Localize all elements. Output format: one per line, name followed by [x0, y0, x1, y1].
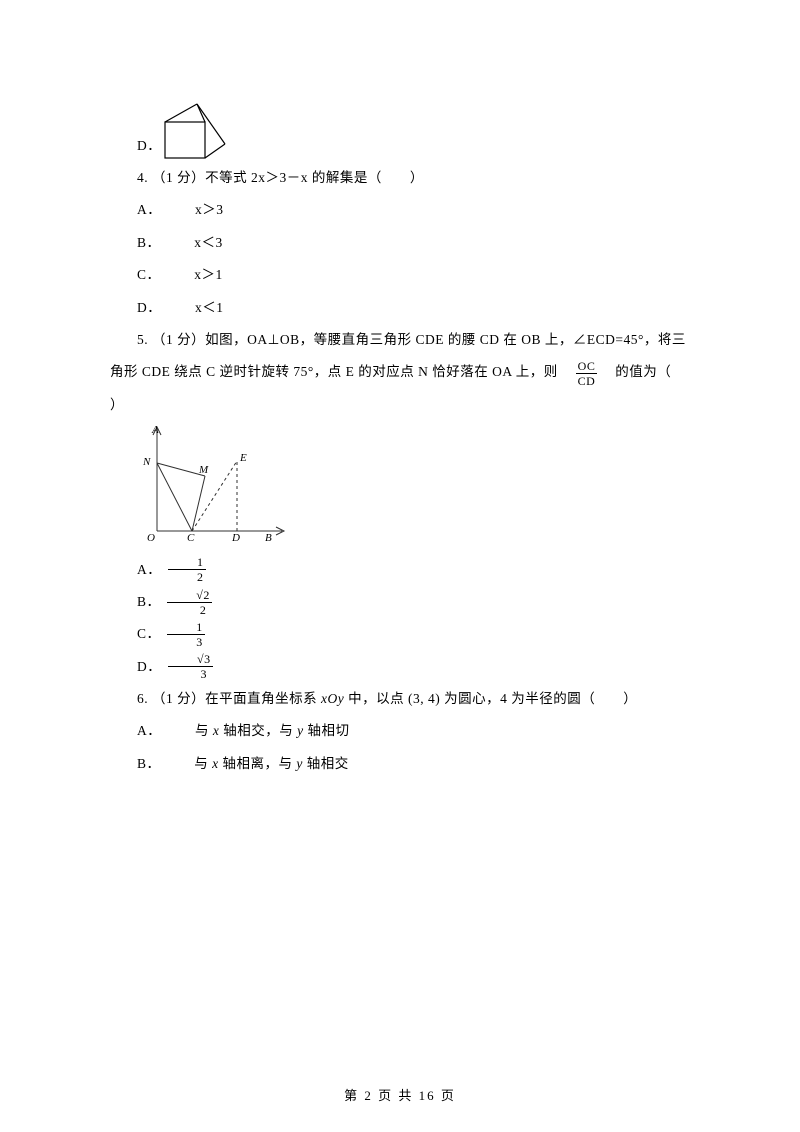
option-label: A．	[110, 554, 161, 586]
q5-option-c: C． 1 3	[110, 618, 690, 650]
q6-text-b: 中，以点	[344, 691, 408, 706]
option-label: D．	[110, 292, 161, 324]
q5-figure-wrap: A N M E O C D B	[137, 421, 690, 553]
t: 轴相交	[303, 756, 349, 771]
q5-option-a: A． 1 2	[110, 554, 690, 586]
q6-xoy: xOy	[321, 691, 344, 706]
frac-den: 3	[167, 635, 205, 648]
option-label: C．	[110, 618, 161, 650]
frac-num: 1	[167, 621, 205, 635]
label-B: B	[265, 532, 272, 541]
option-text: x＞1	[167, 259, 223, 291]
q5-text-b: 的值为（	[601, 364, 671, 379]
frac-den: 2	[168, 570, 206, 583]
q6-stem: 6. （1 分）在平面直角坐标系 xOy 中，以点 (3, 4) 为圆心，4 为…	[110, 683, 690, 715]
label-C: C	[187, 532, 195, 541]
page-footer: 第 2 页 共 16 页	[0, 1085, 800, 1104]
frac-den: 3	[168, 667, 213, 680]
frac-icon: 1 3	[167, 621, 205, 648]
q5-option-b: B． √2 2	[110, 586, 690, 618]
q5-stem-line2: 角形 CDE 绕点 C 逆时针旋转 75°，点 E 的对应点 N 恰好落在 OA…	[110, 356, 690, 388]
q5-text-a: 角形 CDE 绕点 C 逆时针旋转 75°，点 E 的对应点 N 恰好落在 OA…	[110, 364, 572, 379]
label-N: N	[142, 456, 151, 468]
q4-option-a: A． x＞3	[110, 194, 690, 226]
q5-option-d: D． √3 3	[110, 651, 690, 683]
frac-num: 1	[168, 556, 206, 570]
label-O: O	[147, 532, 155, 541]
frac-icon: √3 3	[168, 653, 213, 680]
t: 轴相离，与	[219, 756, 297, 771]
q5-stem-line1: 5. （1 分）如图，OA⊥OB，等腰直角三角形 CDE 的腰 CD 在 OB …	[110, 324, 690, 356]
option-label: B．	[110, 586, 161, 618]
option-label: A．	[110, 715, 161, 747]
frac-num: OC	[576, 360, 598, 374]
q5-fraction-oc-cd: OC CD	[576, 360, 598, 387]
q4-option-d: D． x＜1	[110, 292, 690, 324]
label-E: E	[239, 452, 247, 464]
q6-point: (3, 4)	[408, 691, 440, 706]
option-label: B．	[110, 227, 161, 259]
q6-option-b: B． 与 x 轴相离，与 y 轴相交	[110, 748, 690, 780]
q4-stem: 4. （1 分）不等式 2x＞3－x 的解集是（ ）	[110, 162, 690, 194]
t: 与	[194, 756, 212, 771]
frac-icon: 1 2	[168, 556, 206, 583]
option-text: x＜3	[167, 227, 223, 259]
label-D: D	[231, 532, 240, 541]
t: 轴相交，与	[219, 723, 297, 738]
prism-icon	[161, 100, 231, 162]
q5-stem-line3: ）	[110, 389, 690, 421]
option-label: B．	[110, 748, 161, 780]
q5-figure: A N M E O C D B	[137, 421, 287, 541]
option-text: x＜1	[168, 292, 224, 324]
label-A: A	[151, 424, 159, 436]
q4-option-b: B． x＜3	[110, 227, 690, 259]
option-text: x＞3	[168, 194, 224, 226]
q6-text-c: 为圆心，4 为半径的圆（ ）	[440, 691, 637, 706]
option-label-d: D．	[137, 130, 161, 162]
option-label: A．	[110, 194, 161, 226]
option-label: C．	[110, 259, 161, 291]
t: 与	[195, 723, 213, 738]
q4-option-c: C． x＞1	[110, 259, 690, 291]
t: 轴相切	[304, 723, 350, 738]
frac-den: 2	[167, 603, 212, 616]
frac-num: √3	[168, 653, 213, 667]
option-label: D．	[110, 651, 161, 683]
option-text: 与 x 轴相离，与 y 轴相交	[167, 748, 349, 780]
q6-option-a: A． 与 x 轴相交，与 y 轴相切	[110, 715, 690, 747]
option-text: 与 x 轴相交，与 y 轴相切	[168, 715, 350, 747]
frac-den: CD	[576, 374, 598, 387]
frac-num: √2	[167, 589, 212, 603]
q3-option-d: D．	[137, 100, 690, 162]
frac-icon: √2 2	[167, 589, 212, 616]
q6-text-a: 6. （1 分）在平面直角坐标系	[137, 691, 321, 706]
label-M: M	[198, 464, 209, 476]
